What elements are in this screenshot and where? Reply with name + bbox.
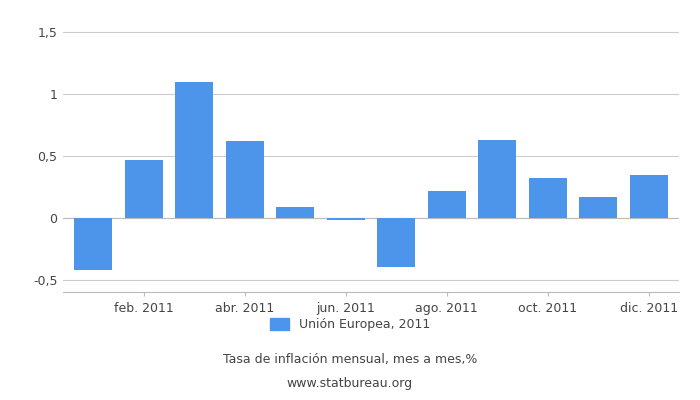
Bar xyxy=(276,207,314,218)
Bar xyxy=(528,178,567,218)
Bar xyxy=(175,82,214,218)
Text: www.statbureau.org: www.statbureau.org xyxy=(287,378,413,390)
Bar xyxy=(125,160,162,218)
Bar xyxy=(377,218,415,267)
Bar xyxy=(428,191,466,218)
Text: Tasa de inflación mensual, mes a mes,%: Tasa de inflación mensual, mes a mes,% xyxy=(223,354,477,366)
Bar xyxy=(630,174,668,218)
Bar xyxy=(580,197,617,218)
Bar xyxy=(478,140,516,218)
Bar xyxy=(327,218,365,220)
Bar xyxy=(226,141,264,218)
Bar xyxy=(74,218,112,270)
Legend: Unión Europea, 2011: Unión Europea, 2011 xyxy=(270,318,430,331)
